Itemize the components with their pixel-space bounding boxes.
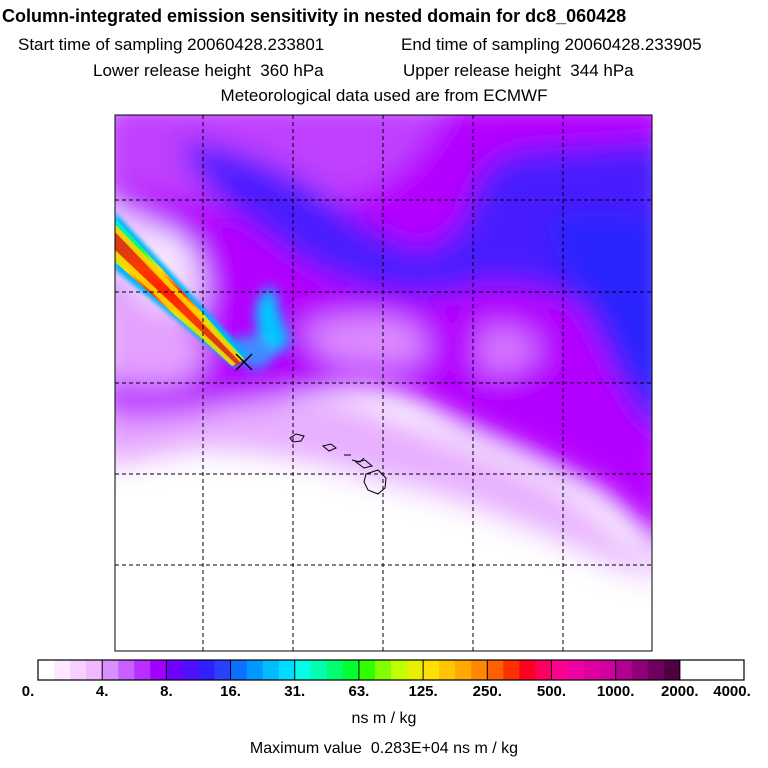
upper-height-label: Upper release height (403, 61, 561, 80)
colorbar-cell (663, 660, 681, 680)
colorbar-tick-label: 125. (408, 683, 438, 700)
colorbar-cell (519, 660, 536, 680)
colorbar-cell (326, 660, 344, 680)
start-time-line: Start time of sampling 20060428.233801 (18, 35, 324, 55)
colorbar-cell (391, 660, 408, 680)
big-island-outline (363, 469, 387, 495)
colorbar-tick-label: 8. (160, 683, 173, 700)
oahu-outline (321, 443, 337, 452)
colorbar-tick-label: 1000. (596, 683, 635, 700)
colorbar-cell (487, 660, 504, 680)
chart-title: Column-integrated emission sensitivity i… (2, 6, 627, 26)
colorbar-cell (182, 660, 199, 680)
colorbar-cell (86, 660, 103, 680)
molokai-outline (344, 454, 365, 463)
colorbar-tick-label: 4000. (713, 683, 751, 700)
colorbar-cell (102, 660, 119, 680)
colorbar-cell (198, 660, 215, 680)
colorbar-cell (471, 660, 488, 680)
colorbar-cell (631, 660, 649, 680)
colorbar-tick-label: 0. (21, 683, 35, 700)
lower-height-value: 360 hPa (260, 61, 324, 80)
colorbar-cell (262, 660, 280, 680)
colorbar-cell (310, 660, 328, 680)
colorbar-cell (342, 660, 360, 680)
start-time-value: 20060428.233801 (187, 35, 325, 54)
upper-height-value: 344 hPa (570, 61, 634, 80)
colorbar-cell (38, 660, 55, 680)
colorbar-tick-label: 63. (348, 683, 370, 700)
colorbar-cell (439, 660, 456, 680)
colorbar-cell (647, 660, 665, 680)
maximum-value-units: ns m / kg (453, 740, 519, 757)
colorbar-cell (150, 660, 167, 680)
colorbar-cell (294, 660, 312, 680)
colorbar-cell (70, 660, 87, 680)
plume (115, 212, 248, 368)
map-frame (114, 114, 653, 652)
colorbar-cell (407, 660, 424, 680)
colorbar-cell (599, 660, 617, 680)
colorbar-tick-label: 31. (284, 683, 306, 700)
colorbar-cell (54, 660, 71, 680)
colorbar-cell (166, 660, 183, 680)
colorbar-cell (358, 660, 376, 680)
release-marker (235, 353, 253, 371)
colorbar-cell (230, 660, 248, 680)
colorbar-cell (455, 660, 472, 680)
colorbar-cell (423, 660, 440, 680)
end-time-line: End time of sampling 20060428.233905 (401, 35, 702, 55)
lower-height-label: Lower release height (93, 61, 251, 80)
maximum-value-number: 0.283E+04 (370, 740, 449, 757)
lower-height-line: Lower release height 360 hPa (93, 61, 324, 81)
colorbar-tick-label: 250. (472, 683, 502, 700)
maximum-value-line: Maximum value 0.283E+04 ns m / kg (0, 740, 768, 758)
colorbar-tick-label: 4. (95, 683, 109, 700)
map-field (115, 115, 652, 651)
colorbar-cell (214, 660, 232, 680)
end-time-label: End time of sampling (401, 35, 560, 54)
maximum-value-label: Maximum value (249, 740, 362, 757)
colorbar-cell (246, 660, 264, 680)
end-time-value: 20060428.233905 (564, 35, 702, 54)
upper-height-line: Upper release height 344 hPa (403, 61, 634, 81)
colorbar-cell (278, 660, 296, 680)
colorbar-cell (503, 660, 520, 680)
colorbar-cell (374, 660, 392, 680)
colorbar-cell (118, 660, 135, 680)
colorbar (37, 659, 745, 681)
colorbar-cell (583, 660, 601, 680)
kauai-outline (289, 433, 305, 443)
colorbar-cell (551, 660, 568, 680)
colorbar-cell (134, 660, 151, 680)
hawaii-islands (289, 433, 387, 495)
colorbar-units: ns m / kg (351, 710, 417, 727)
colorbar-frame (37, 659, 745, 681)
sensitivity-field-blobs (115, 115, 652, 651)
colorbar-tick-label: 2000. (661, 683, 699, 700)
grid-lines (115, 115, 652, 651)
colorbar-cell (535, 660, 552, 680)
colorbar-cell (615, 660, 633, 680)
colorbar-cell (567, 660, 585, 680)
colorbar-tick-label: 500. (536, 683, 567, 700)
met-data-note: Meteorological data used are from ECMWF (220, 86, 548, 105)
maui-outline (354, 459, 374, 469)
colorbar-tick-label: 16. (220, 683, 241, 700)
start-time-label: Start time of sampling (18, 35, 183, 54)
